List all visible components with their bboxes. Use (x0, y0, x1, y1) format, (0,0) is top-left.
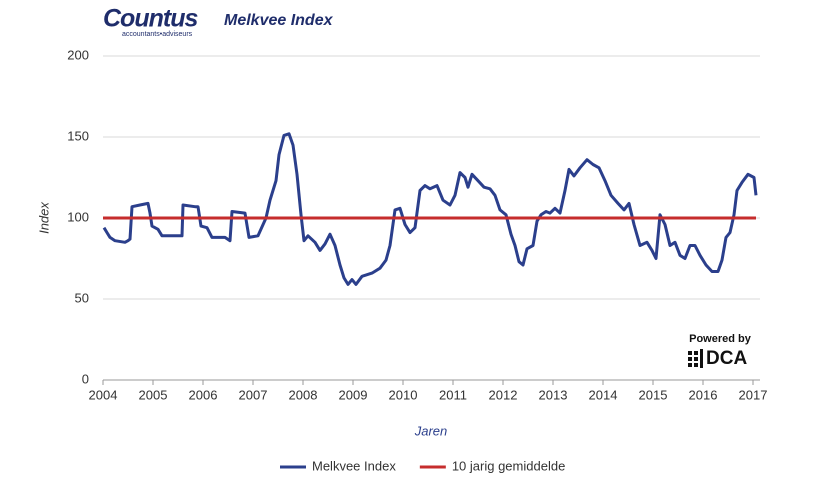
legend-label: 10 jarig gemiddelde (452, 458, 565, 473)
x-tick-label: 2015 (639, 387, 668, 402)
x-tick-label: 2013 (539, 387, 568, 402)
x-tick-label: 2011 (439, 387, 467, 402)
x-tick-label: 2014 (589, 387, 618, 402)
y-tick-label: 0 (82, 371, 89, 386)
x-tick-label: 2010 (389, 387, 418, 402)
brand-logo: Countus (103, 5, 198, 33)
x-tick-label: 2006 (189, 387, 218, 402)
x-tick-label: 2005 (139, 387, 168, 402)
x-tick-label: 2017 (739, 387, 768, 402)
chart-title: Melkvee Index (224, 12, 334, 29)
dca-icon (688, 349, 703, 368)
x-tick-label: 2008 (289, 387, 318, 402)
y-tick-label: 50 (75, 290, 89, 305)
y-tick-label: 200 (67, 47, 89, 62)
legend-label: Melkvee Index (312, 458, 396, 473)
x-tick-label: 2016 (689, 387, 718, 402)
y-tick-label: 100 (67, 209, 89, 224)
x-tick-label: 2007 (239, 387, 268, 402)
brand-tagline: accountants•adviseurs (122, 31, 193, 38)
x-tick-label: 2009 (339, 387, 368, 402)
y-axis-title: Index (36, 202, 51, 234)
series-line (102, 132, 758, 286)
powered-name: DCA (706, 348, 747, 369)
x-axis-title: Jaren (414, 423, 448, 438)
x-tick-label: 2012 (489, 387, 518, 402)
y-tick-label: 150 (67, 128, 89, 143)
x-tick-label: 2004 (89, 387, 118, 402)
powered-by: Powered by (689, 333, 752, 345)
